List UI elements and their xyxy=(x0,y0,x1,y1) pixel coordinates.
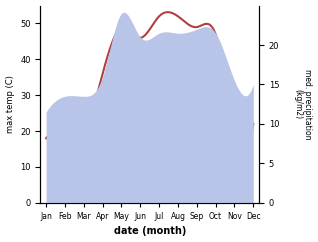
Y-axis label: max temp (C): max temp (C) xyxy=(5,75,15,133)
X-axis label: date (month): date (month) xyxy=(114,227,186,236)
Y-axis label: med. precipitation
(kg/m2): med. precipitation (kg/m2) xyxy=(293,69,313,139)
